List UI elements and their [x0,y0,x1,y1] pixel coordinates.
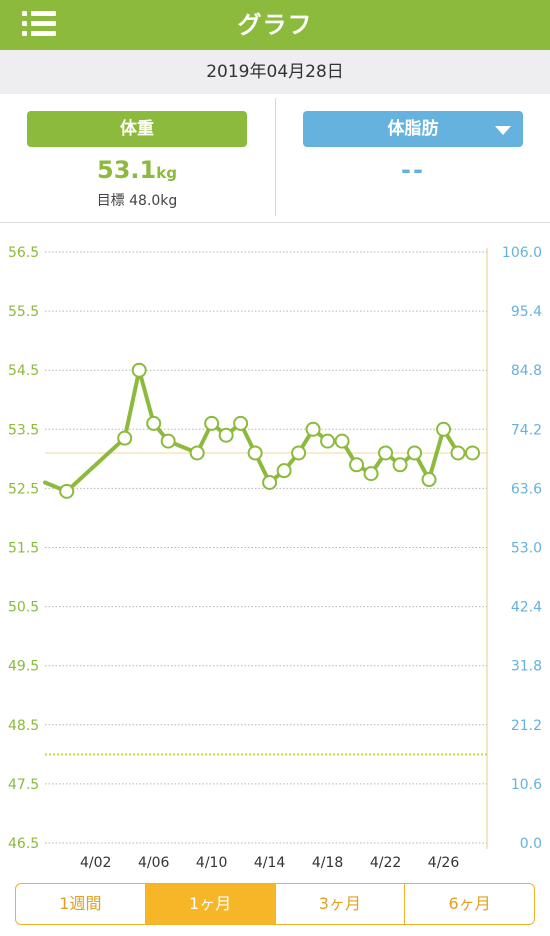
data-point [233,415,249,431]
card-divider [275,98,276,216]
y-right-tick-label: 53.0 [511,541,542,557]
app-header: グラフ [0,0,550,50]
body-fat-dropdown[interactable]: 体脂肪 [303,111,523,147]
tab-1-week[interactable]: 1週間 [16,884,146,924]
data-point [421,472,437,488]
x-tick-label: 4/10 [196,855,227,871]
weight-button[interactable]: 体重 [27,111,247,147]
x-tick-label: 4/18 [312,855,343,871]
y-right-tick-label: 21.2 [511,718,542,734]
chart-canvas: 56.5 106.0 55.5 95.4 54.5 84.8 53.5 74.2 52.5 63.… [8,245,542,871]
data-point [392,457,408,473]
data-point [218,427,234,443]
data-point [204,415,220,431]
menu-icon[interactable] [22,11,56,37]
date-label[interactable]: 2019年04月28日 [0,50,550,94]
y-left-tick-label: 51.5 [8,541,39,557]
x-tick-label: 4/26 [428,855,460,871]
y-left-tick-label: 54.5 [8,363,39,379]
y-left-tick-label: 50.5 [8,600,39,616]
y-right-tick-label: 106.0 [502,245,542,261]
data-point [291,445,307,461]
data-point [247,445,263,461]
data-point [262,474,278,490]
data-point [320,433,336,449]
y-left-tick-label: 46.5 [8,836,39,852]
y-left-tick-label: 47.5 [8,777,39,793]
data-point [378,445,394,461]
y-right-tick-label: 31.8 [511,659,542,675]
body-fat-label: 体脂肪 [387,119,439,139]
current-weight: 53.1kg [27,156,247,184]
y-right-tick-label: 63.6 [511,481,542,497]
data-point [450,445,466,461]
weight-series-line [43,368,475,494]
summary-cards: 体重 53.1kg 目標 48.0kg 体脂肪 -- [0,94,550,223]
goal-weight: 目標 48.0kg [96,193,178,209]
y-right-tick-label: 84.8 [511,363,542,379]
data-point [131,362,147,378]
body-fat-value: -- [401,156,425,184]
period-tabs: 1週間 1ヶ月 3ヶ月 6ヶ月 [15,883,535,925]
page-title: グラフ [237,11,313,39]
y-right-tick-label: 0.0 [520,836,542,852]
data-point [334,433,350,449]
data-point [189,445,205,461]
y-left-tick-label: 49.5 [8,659,39,675]
weight-value: 53.1 [97,156,157,184]
x-tick-label: 4/02 [80,855,111,871]
weight-chart: 56.5 106.0 55.5 95.4 54.5 84.8 53.5 74.2 52.5 63.… [0,222,550,872]
x-tick-label: 4/14 [254,855,286,871]
data-point [436,421,452,437]
data-point [349,457,365,473]
data-point [59,483,75,499]
data-point [160,433,176,449]
y-right-tick-label: 10.6 [511,777,542,793]
x-tick-label: 4/22 [370,855,401,871]
data-point [146,415,162,431]
y-left-tick-label: 48.5 [8,718,39,734]
y-right-tick-label: 95.4 [511,304,542,320]
data-point [117,430,133,446]
tab-1-month[interactable]: 1ヶ月 [145,884,276,924]
y-left-tick-label: 56.5 [8,245,39,261]
data-point [465,445,481,461]
data-point [363,466,379,482]
data-point [305,421,321,437]
x-tick-label: 4/06 [138,855,170,871]
y-right-tick-label: 74.2 [511,422,542,438]
data-point [276,463,292,479]
y-right-tick-label: 42.4 [511,600,542,616]
tab-3-months[interactable]: 3ヶ月 [276,884,406,924]
y-left-tick-label: 52.5 [8,481,39,497]
y-left-tick-label: 55.5 [8,304,39,320]
y-left-tick-label: 53.5 [8,422,39,438]
weight-unit: kg [156,164,177,182]
chevron-down-icon [495,126,511,135]
tab-6-months[interactable]: 6ヶ月 [448,894,491,913]
data-point [407,445,423,461]
